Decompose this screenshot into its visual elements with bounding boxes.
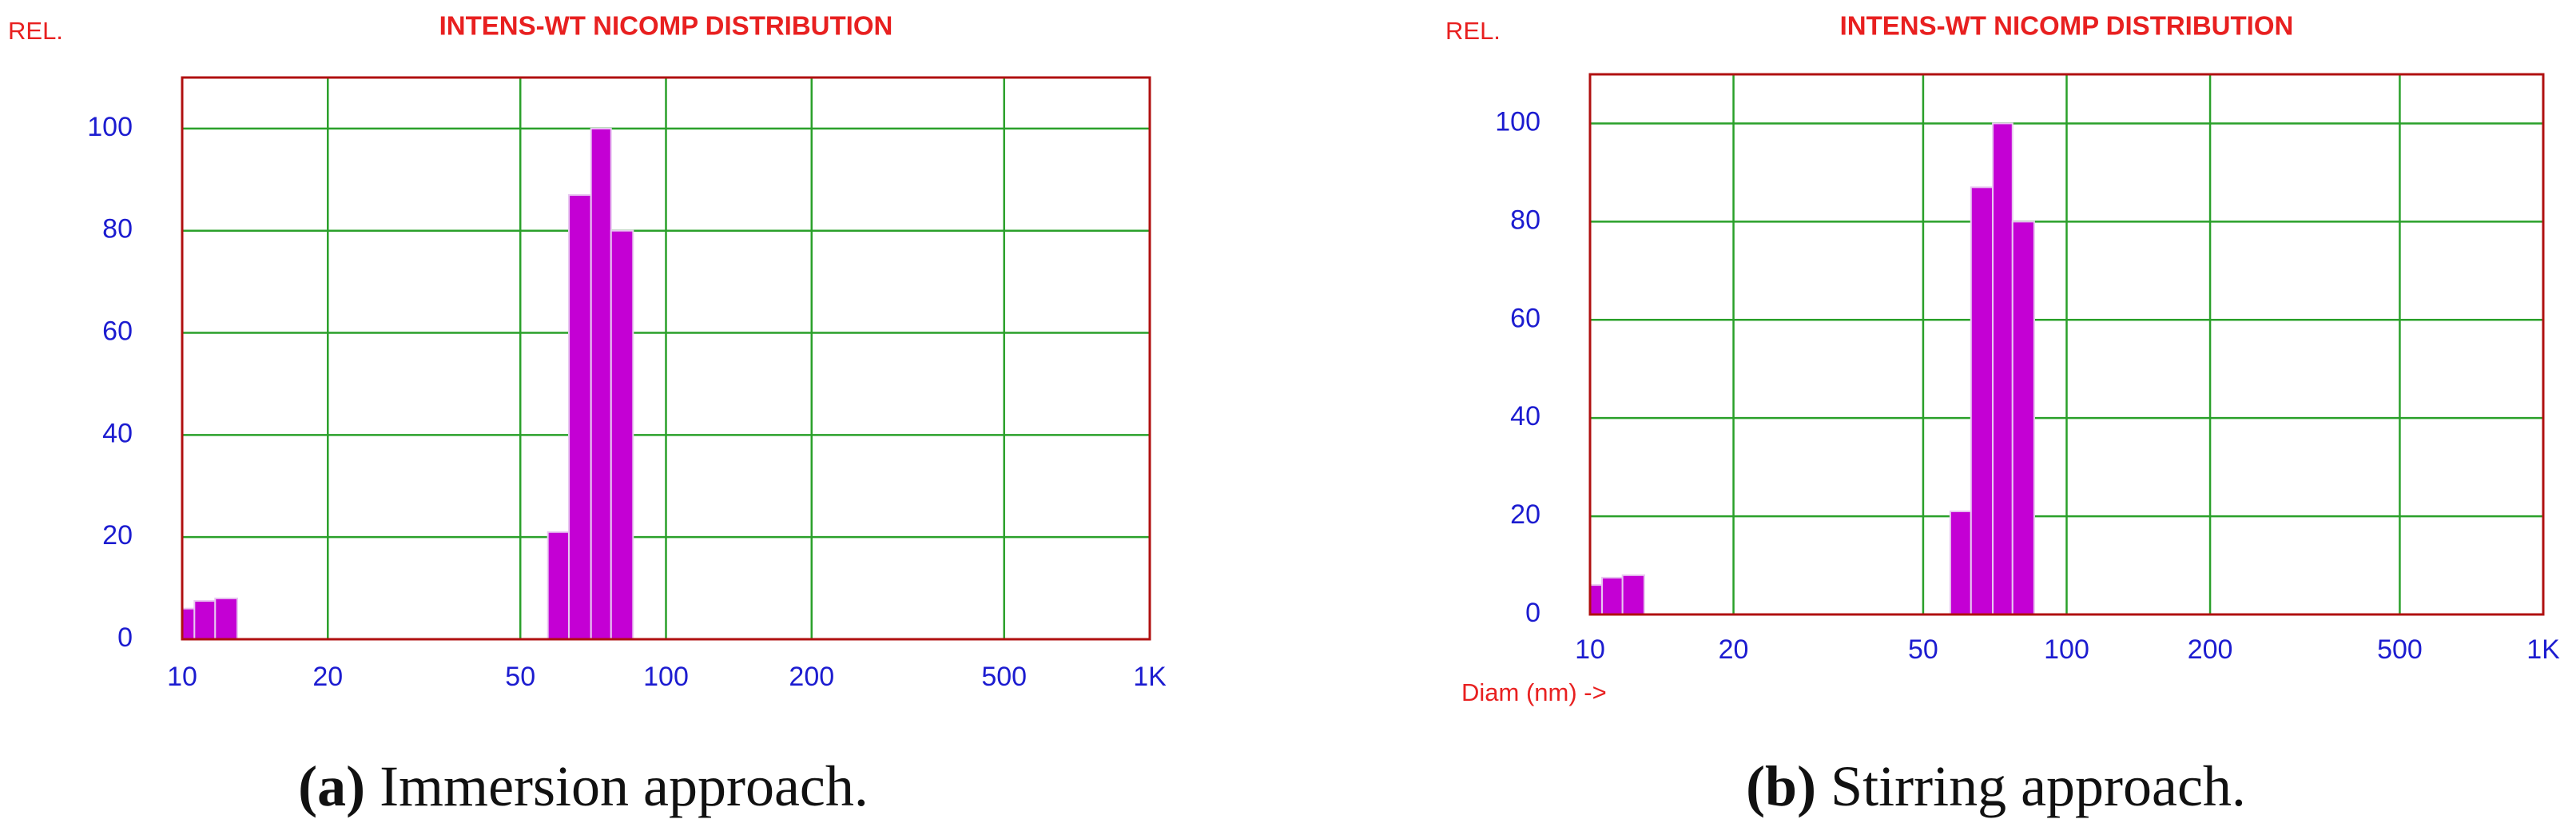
y-axis-label: REL.: [8, 17, 63, 45]
x-tick-label: 50: [1908, 634, 1938, 665]
y-tick-label: 0: [117, 622, 133, 653]
bar: [1589, 584, 1604, 615]
x-tick-label: 100: [643, 662, 689, 692]
x-tick-label: 1K: [1133, 662, 1167, 692]
y-tick-label: 20: [1510, 499, 1540, 530]
chart-title: INTENS-WT NICOMP DISTRIBUTION: [439, 11, 893, 41]
x-tick-label: 500: [981, 662, 1027, 692]
chart-panel: INTENS-WT NICOMP DISTRIBUTION REL. Diam (n…: [1445, 11, 2560, 818]
x-tick-label: 200: [2188, 634, 2233, 665]
caption-text: Immersion approach.: [380, 754, 869, 818]
y-tick-label: 80: [1510, 205, 1540, 235]
bar: [1621, 574, 1645, 615]
caption-label: (b): [1746, 754, 1816, 818]
bar: [610, 229, 634, 640]
y-tick-label: 0: [1525, 598, 1540, 628]
plot-border: [1588, 73, 2545, 616]
x-tick-label: 50: [505, 662, 535, 692]
x-tick-label: 10: [1575, 634, 1605, 665]
x-tick-label: 500: [2377, 634, 2423, 665]
x-axis-label: Diam (nm) ->: [1461, 678, 1607, 706]
y-axis-label: REL.: [1445, 17, 1501, 45]
caption-label: (a): [298, 754, 365, 818]
bar: [1601, 576, 1624, 616]
y-tick-label: 40: [1510, 401, 1540, 431]
bar: [2011, 221, 2035, 615]
x-tick-label: 1K: [2526, 634, 2560, 665]
chart-panel: INTENS-WT NICOMP DISTRIBUTION REL. 0 20 40 60…: [8, 11, 1167, 818]
caption: (b) Stirring approach.: [1746, 754, 2246, 818]
bar: [547, 531, 570, 640]
plot-border: [181, 76, 1151, 641]
bar: [181, 607, 196, 640]
bar: [1949, 510, 1972, 615]
chart-title: INTENS-WT NICOMP DISTRIBUTION: [1840, 11, 2294, 41]
y-tick-label: 20: [102, 520, 133, 551]
bar: [568, 193, 592, 640]
caption-text: Stirring approach.: [1831, 754, 2246, 818]
y-tick-label: 60: [1510, 303, 1540, 333]
y-tick-label: 100: [1495, 106, 1540, 137]
y-tick-label: 60: [102, 316, 133, 347]
bar: [193, 600, 217, 640]
x-tick-label: 100: [2044, 634, 2089, 665]
caption: (a) Immersion approach.: [298, 754, 869, 818]
bar: [1992, 122, 2013, 616]
bar: [214, 597, 238, 641]
x-tick-label: 20: [1719, 634, 1749, 665]
bar: [590, 127, 612, 640]
x-tick-label: 20: [312, 662, 343, 692]
bar: [1970, 186, 1994, 615]
y-tick-label: 80: [102, 214, 133, 245]
x-tick-label: 10: [167, 662, 197, 692]
x-tick-label: 200: [789, 662, 834, 692]
y-tick-label: 40: [102, 418, 133, 448]
y-tick-label: 100: [87, 112, 133, 142]
